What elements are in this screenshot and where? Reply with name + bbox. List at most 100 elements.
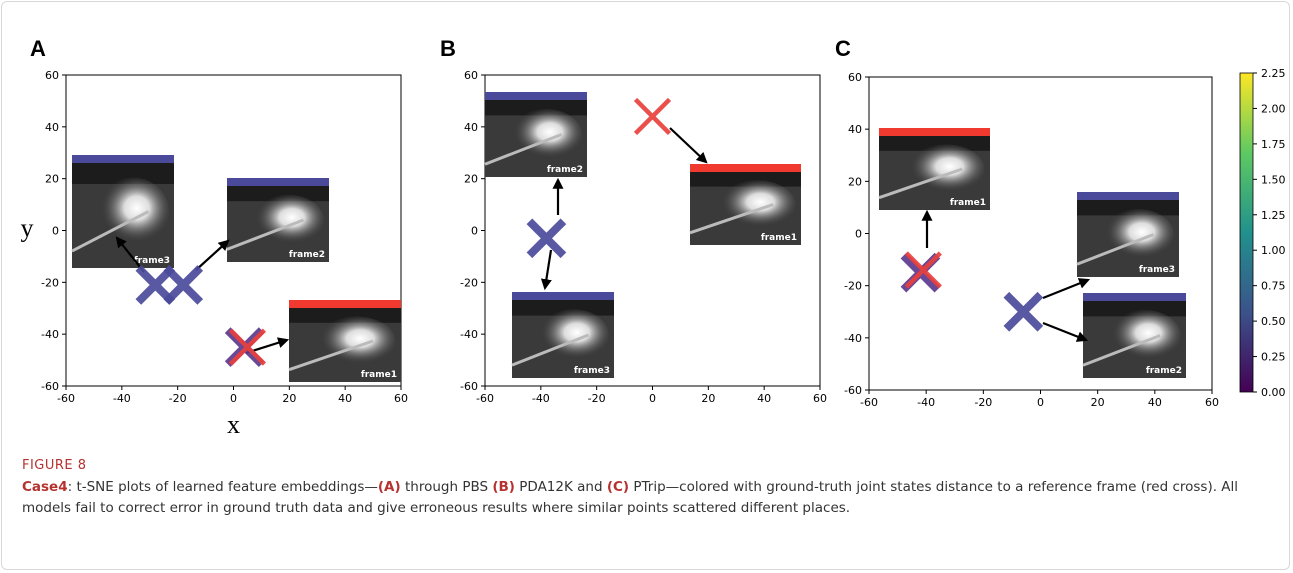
x-tick-label: -60 — [476, 392, 494, 405]
x-tick-label: 20 — [1091, 396, 1105, 409]
y-tick-label: 40 — [848, 123, 862, 136]
colorbar-tick-label: 1.00 — [1261, 244, 1286, 257]
colorbar-tick-label: 0.75 — [1261, 280, 1286, 293]
y-tick-label: 40 — [464, 121, 478, 134]
frame-thumbnail: frame3 — [512, 292, 614, 378]
panel-label: A — [30, 36, 46, 61]
y-tick-label: -20 — [460, 276, 478, 289]
x-tick-label: 20 — [282, 392, 296, 405]
x-tick-label: -20 — [974, 396, 992, 409]
colorbar-tick-label: 1.75 — [1261, 138, 1286, 151]
thumbnail-bar — [485, 92, 587, 100]
y-axis-label: y — [21, 214, 34, 243]
y-tick-label: -20 — [844, 280, 862, 293]
cross-marker — [1006, 295, 1040, 329]
x-tick-label: -40 — [532, 392, 550, 405]
y-tick-label: 0 — [52, 225, 59, 238]
colorbar-tick-label: 2.25 — [1261, 67, 1286, 80]
arrow — [1043, 323, 1086, 340]
x-tick-label: -60 — [860, 396, 878, 409]
thumbnail-bar — [1083, 293, 1186, 301]
colorbar-tick-label: 1.50 — [1261, 173, 1286, 186]
thumbnail-label: frame2 — [1146, 366, 1182, 376]
frame-thumbnail: frame3 — [72, 155, 174, 268]
arrow — [1043, 280, 1088, 298]
y-tick-label: -60 — [41, 380, 59, 393]
colorbar-tick-label: 0.50 — [1261, 315, 1286, 328]
x-tick-label: 0 — [230, 392, 237, 405]
caption-segment: Case4 — [22, 479, 68, 495]
frame-thumbnail: frame3 — [1077, 192, 1179, 277]
y-tick-label: 60 — [848, 71, 862, 84]
y-tick-label: 0 — [471, 225, 478, 238]
thumbnail-light — [538, 309, 609, 361]
y-tick-label: 0 — [855, 228, 862, 241]
thumbnail-label: frame1 — [361, 370, 397, 380]
caption-segment: (A) — [378, 479, 401, 495]
thumbnail-light — [907, 144, 985, 193]
cross-marker — [230, 330, 264, 364]
x-axis-label: x — [227, 410, 240, 439]
frame-thumbnail: frame2 — [1083, 293, 1186, 378]
frame-thumbnail: frame1 — [289, 300, 401, 382]
x-tick-label: 60 — [813, 392, 827, 405]
x-tick-label: 40 — [757, 392, 771, 405]
y-tick-label: 40 — [45, 121, 59, 134]
x-tick-label: 40 — [1148, 396, 1162, 409]
figure-caption: Case4: t-SNE plots of learned feature em… — [22, 477, 1262, 519]
thumbnail-bar — [289, 300, 401, 308]
y-tick-label: 20 — [45, 173, 59, 186]
y-tick-label: 60 — [464, 69, 478, 82]
x-tick-label: 60 — [1205, 396, 1219, 409]
thumbnail-label: frame2 — [289, 250, 325, 260]
y-tick-label: -60 — [844, 384, 862, 397]
x-tick-label: 0 — [1037, 396, 1044, 409]
y-tick-label: -40 — [844, 332, 862, 345]
y-tick-label: -60 — [460, 380, 478, 393]
thumbnail-light — [317, 316, 395, 365]
frame-thumbnail: frame2 — [227, 178, 329, 262]
x-tick-label: -20 — [588, 392, 606, 405]
colorbar-tick-label: 2.00 — [1261, 102, 1286, 115]
caption-segment: : t-SNE plots of learned feature embeddi… — [68, 479, 378, 495]
panel-label: B — [440, 36, 456, 61]
caption-segment: (C) — [607, 479, 629, 495]
y-tick-label: 20 — [848, 175, 862, 188]
thumbnail-bar — [879, 128, 990, 136]
y-tick-label: 60 — [45, 69, 59, 82]
arrow — [196, 241, 228, 270]
panel-label: C — [835, 36, 851, 61]
thumbnail-label: frame1 — [950, 198, 986, 208]
caption-segment: through PBS — [401, 479, 493, 495]
figure: A -60 -40 -20 0 20 40 60 -60 -40 -20 0 20 40 60 x y frame… — [0, 0, 1293, 440]
thumbnail-light — [718, 180, 796, 229]
frame-thumbnail: frame1 — [690, 164, 801, 245]
colorbar-tick-label: 0.00 — [1261, 386, 1286, 399]
x-tick-label: -40 — [113, 392, 131, 405]
thumbnail-bar — [512, 292, 614, 300]
figure-label: FIGURE 8 — [22, 458, 87, 473]
arrow — [670, 128, 706, 162]
x-tick-label: -60 — [57, 392, 75, 405]
y-tick-label: -20 — [41, 276, 59, 289]
cross-marker — [529, 221, 563, 255]
colorbar-tick-label: 0.25 — [1261, 351, 1286, 364]
y-tick-label: -40 — [460, 328, 478, 341]
thumbnail-light — [253, 195, 324, 245]
x-tick-label: 60 — [394, 392, 408, 405]
colorbar-tick-label: 1.25 — [1261, 209, 1286, 222]
cross-marker — [906, 253, 940, 287]
frame-thumbnail: frame1 — [879, 128, 990, 210]
x-tick-label: -20 — [169, 392, 187, 405]
y-tick-label: -40 — [41, 328, 59, 341]
thumbnail-label: frame3 — [1139, 265, 1175, 275]
thumbnail-light — [1109, 310, 1181, 361]
x-tick-label: 0 — [649, 392, 656, 405]
arrow — [545, 250, 551, 288]
x-tick-label: -40 — [917, 396, 935, 409]
thumbnail-bar — [227, 178, 329, 186]
thumbnail-label: frame2 — [547, 165, 583, 175]
thumbnail-light — [511, 109, 582, 160]
thumbnail-bar — [1077, 192, 1179, 200]
cross-marker — [636, 99, 670, 133]
